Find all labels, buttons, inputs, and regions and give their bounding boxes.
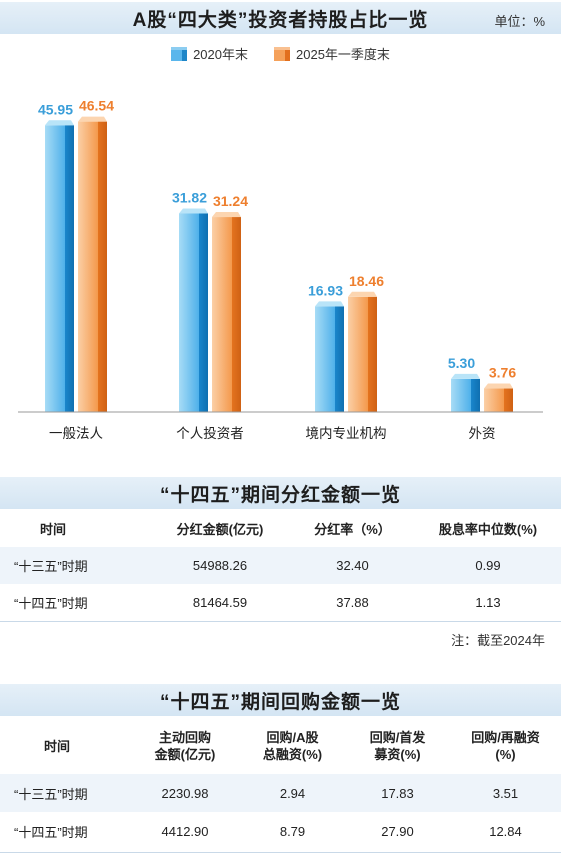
dividend-cell-payout-ratio: 37.88 [336,595,369,610]
chart-title-band: A股“四大类”投资者持股占比一览 单位：% [0,2,561,34]
data-label-2020-3: 5.30 [448,355,475,371]
table-row: “十三五”时期 2230.98 2.94 17.83 3.51 [0,774,561,812]
dividend-header-payout-ratio: 分红率（%） [314,522,391,537]
bar-2025-3 [484,383,513,412]
legend-swatch-2020 [171,46,188,61]
bar-2020-0 [45,120,74,412]
category-label-0: 一般法人 [49,426,103,441]
table-row: “十四五”时期 4412.90 8.79 27.90 12.84 [0,812,561,850]
data-label-2025-0: 46.54 [79,98,114,114]
buyback-header-row: 时间 主动回购 金额(亿元) 回购/A股 总融资(%) 回购/首发 募资(%) … [0,718,561,774]
buyback-title-band: “十四五”期间回购金额一览 [0,684,561,716]
buyback-cell-refinance-ratio: 3.51 [492,785,519,801]
buyback-cell-a-share-ratio: 2.94 [279,785,306,801]
buyback-table-divider [0,852,561,853]
unit-label: 单位：% [494,14,545,29]
dividend-cell-amount: 81464.59 [192,595,248,610]
buyback-cell-ipo-ratio: 27.90 [381,823,414,839]
dividend-cell-yield: 0.99 [475,558,501,573]
legend-label-2020: 2020年末 [193,47,248,62]
buyback-cell-a-share-ratio: 8.79 [279,823,306,839]
buyback-cell-refinance-ratio: 12.84 [489,823,522,839]
chart-title: A股“四大类”投资者持股占比一览 [132,9,429,31]
dividend-header-amount: 分红金额(亿元) [176,522,264,537]
category-label-3: 外资 [469,426,496,441]
legend-item-2025: 2025年一季度末 [274,44,390,63]
dividend-table-divider [0,621,561,622]
dividend-cell-yield: 1.13 [475,595,501,610]
buyback-header-refinance-ratio: 回购/再融资 (%) [471,730,540,762]
data-label-2020-2: 16.93 [308,282,343,298]
buyback-header-amount: 主动回购 金额(亿元) [154,730,216,762]
buyback-header-ipo-ratio: 回购/首发 募资(%) [369,730,426,762]
buyback-table: 时间 主动回购 金额(亿元) 回购/A股 总融资(%) 回购/首发 募资(%) … [0,718,561,850]
bar-2025-0 [78,116,107,413]
dividend-cell-period: “十三五”时期 [14,559,88,574]
buyback-cell-period: “十四五”时期 [14,824,88,840]
legend: 2020年末 2025年一季度末 [0,44,561,63]
data-label-2025-1: 31.24 [213,193,248,209]
legend-item-2020: 2020年末 [171,44,248,63]
buyback-cell-ipo-ratio: 17.83 [381,785,414,801]
bar-2020-2 [315,301,344,412]
bar-chart: 45.95 46.54 一般法人 31.82 31.24 个人投资者 16.93 18.46 境… [18,98,543,441]
dividend-note: 注：截至2024年 [451,633,545,648]
data-label-2025-2: 18.46 [349,273,384,289]
dividend-header-row: 时间 分红金额(亿元) 分红率（%） 股息率中位数(%) [0,510,561,547]
data-label-2025-3: 3.76 [489,365,516,381]
dividend-header-period: 时间 [40,522,67,537]
table-row: “十四五”时期 81464.59 37.88 1.13 [0,584,561,621]
bar-2020-1 [179,208,208,412]
legend-swatch-2025 [274,46,290,61]
table-row: “十三五”时期 54988.26 32.40 0.99 [0,547,561,584]
dividend-table: 时间 分红金额(亿元) 分红率（%） 股息率中位数(%) “十三五”时期 549… [0,510,561,621]
data-label-2020-1: 31.82 [172,189,207,205]
dividend-title-band: “十四五”期间分红金额一览 [0,477,561,509]
buyback-table-title: “十四五”期间回购金额一览 [159,691,401,713]
bar-2025-2 [348,291,377,412]
buyback-cell-amount: 2230.98 [161,785,209,801]
dividend-table-title: “十四五”期间分红金额一览 [159,484,401,506]
dividend-cell-period: “十四五”时期 [14,596,88,611]
data-label-2020-0: 45.95 [38,101,73,117]
buyback-header-a-share-ratio: 回购/A股 总融资(%) [262,730,323,762]
buyback-cell-amount: 4412.90 [161,823,209,839]
dividend-cell-amount: 54988.26 [192,558,248,573]
bar-2025-1 [212,212,241,412]
dividend-header-yield: 股息率中位数(%) [438,522,538,537]
bar-2020-3 [451,373,480,412]
dividend-cell-payout-ratio: 32.40 [336,558,369,573]
buyback-cell-period: “十三五”时期 [14,786,88,802]
legend-label-2025: 2025年一季度末 [296,47,390,62]
category-label-1: 个人投资者 [176,426,244,441]
buyback-header-period: 时间 [44,738,71,754]
category-label-2: 境内专业机构 [306,426,387,441]
